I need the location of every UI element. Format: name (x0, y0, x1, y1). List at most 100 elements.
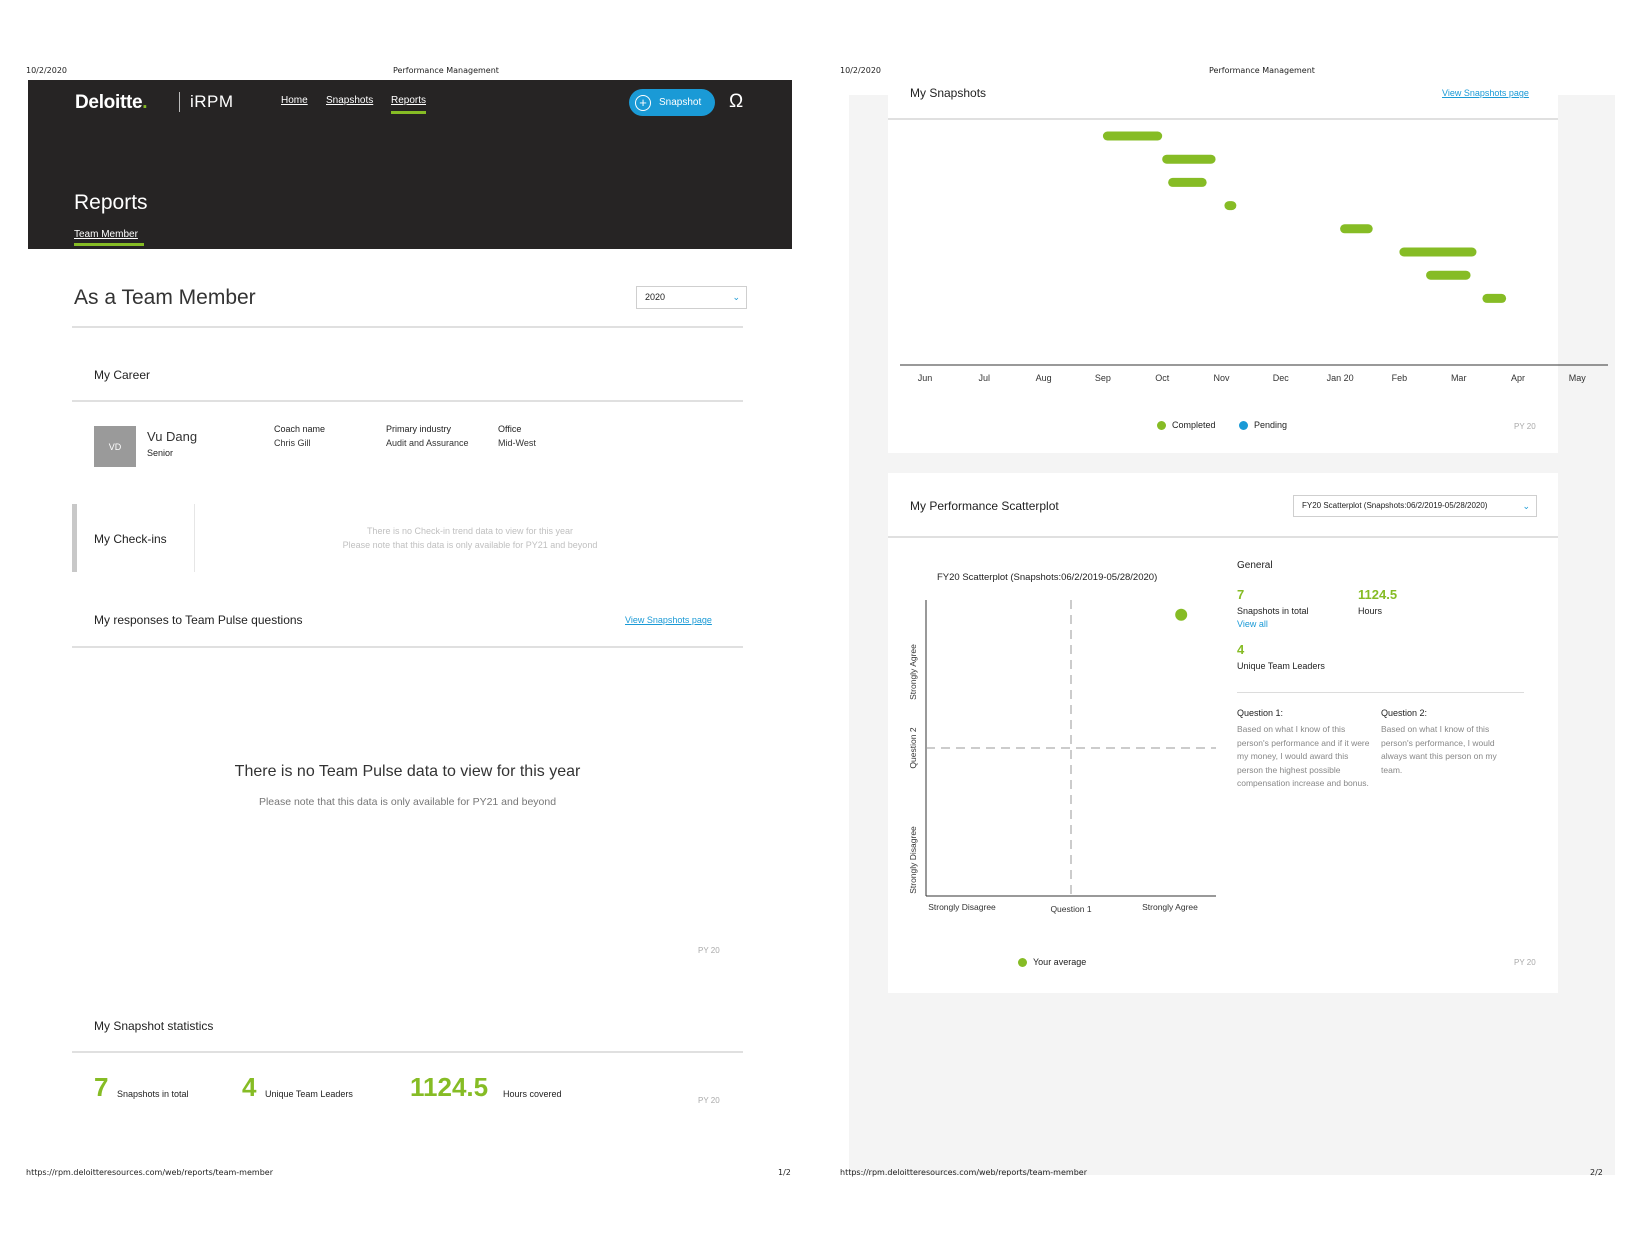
tab-team-member[interactable]: Team Member (74, 229, 138, 240)
month-tick-label: Mar (1451, 373, 1467, 383)
month-tick-label: Aug (1036, 373, 1052, 383)
completed-dot-icon (1157, 420, 1166, 430)
month-tick-label: Jun (918, 373, 933, 383)
pending-dot-icon (1239, 420, 1248, 430)
legend-pending-label: Pending (1254, 420, 1288, 430)
legend-your-average-label: Your average (1033, 957, 1087, 967)
question-2-title: Question 2: (1381, 708, 1428, 718)
employee-level: Senior (147, 448, 174, 458)
pulse-empty-note: Please note that this data is only avail… (258, 796, 557, 808)
stat-leaders-value: 4 (242, 1072, 257, 1102)
snapshot-bar (1482, 293, 1507, 303)
general-snapshots-value: 7 (1237, 587, 1245, 602)
coach-label: Coach name (274, 424, 326, 434)
view-all-link[interactable]: View all (1237, 619, 1268, 629)
avatar: VD (94, 426, 136, 467)
question-2-text: Based on what I know of this person's pe… (1381, 724, 1497, 775)
app-name: iRPM (190, 92, 234, 111)
chevron-down-icon: ⌄ (1522, 501, 1530, 511)
divider (72, 1051, 743, 1053)
x-tick-label: Strongly Agree (1142, 902, 1198, 912)
snapshot-bar (1426, 270, 1471, 280)
snapshots-title: My Snapshots (910, 86, 987, 100)
checkins-title: My Check-ins (94, 532, 167, 546)
scatter-chart: Strongly Agree Question 2 Strongly Disagre… (908, 600, 1216, 914)
scatterplot-select[interactable]: FY20 Scatterplot (Snapshots:06/2/2019-05… (1293, 495, 1537, 517)
snapshot-bar (1168, 177, 1207, 187)
month-tick-label: Jan 20 (1327, 373, 1354, 383)
print-date: 10/2/2020 (26, 66, 68, 75)
page-title: Reports (74, 191, 148, 214)
general-hours-label: Hours (1358, 606, 1383, 616)
user-icon[interactable]: Ω (729, 91, 744, 112)
deloitte-logo[interactable]: Deloitte. (75, 92, 148, 113)
pulse-empty-title: There is no Team Pulse data to view for … (234, 763, 581, 780)
x-tick-label: Strongly Disagree (928, 902, 996, 912)
y-tick-label: Strongly Agree (908, 644, 918, 700)
view-snapshots-link[interactable]: View Snapshots page (1442, 88, 1529, 98)
nav-snapshots[interactable]: Snapshots (326, 95, 374, 106)
checkins-accent (72, 504, 77, 572)
print-date: 10/2/2020 (840, 66, 882, 75)
snapshots-year-tag: PY 20 (1514, 422, 1536, 431)
stat-hours-value: 1124.5 (410, 1072, 489, 1102)
snapshot-bar (1162, 154, 1216, 164)
stat-leaders-label: Unique Team Leaders (265, 1089, 353, 1099)
tab-active-indicator (74, 243, 144, 246)
month-tick-label: Sep (1095, 373, 1111, 383)
general-title: General (1237, 560, 1273, 571)
pulse-title: My responses to Team Pulse questions (94, 613, 303, 627)
print-title: Performance Management (393, 66, 499, 75)
snapshot-button-label: Snapshot (659, 97, 702, 108)
scatter-year-tag: PY 20 (1514, 958, 1536, 967)
legend-completed-label: Completed (1172, 420, 1216, 430)
divider (72, 400, 743, 402)
month-tick-label: Feb (1392, 373, 1408, 383)
print-title: Performance Management (1209, 66, 1315, 75)
stat-snapshots-label: Snapshots in total (117, 1089, 189, 1099)
year-select[interactable]: 2020 ⌄ (636, 286, 747, 309)
plus-icon: + (635, 94, 651, 111)
industry-label: Primary industry (386, 424, 452, 434)
scatter-card (888, 473, 1558, 993)
new-snapshot-button[interactable]: + Snapshot (629, 89, 715, 116)
print-page-number: 2/2 (1590, 1168, 1603, 1177)
view-snapshots-link[interactable]: View Snapshots page (625, 615, 712, 625)
divider (1237, 692, 1524, 693)
coach-value: Chris Gill (274, 438, 311, 448)
snapshots-card (888, 80, 1558, 453)
snapshot-bar (1340, 224, 1373, 234)
chevron-down-icon: ⌄ (732, 292, 740, 302)
stats-title: My Snapshot statistics (94, 1019, 214, 1033)
year-select-value: 2020 (645, 292, 666, 302)
nav-home[interactable]: Home (281, 95, 308, 106)
pulse-year-tag: PY 20 (698, 946, 720, 955)
scatter-title: My Performance Scatterplot (910, 499, 1059, 513)
employee-name: Vu Dang (147, 429, 198, 444)
industry-value: Audit and Assurance (386, 438, 469, 448)
question-1-text: Based on what I know of this person's pe… (1237, 724, 1370, 788)
career-title: My Career (94, 368, 151, 382)
print-url: https://rpm.deloitteresources.com/web/re… (840, 1168, 1087, 1177)
checkins-empty-note: Please note that this data is only avail… (342, 540, 598, 550)
legend-pending: Pending (1239, 420, 1287, 430)
legend-completed: Completed (1157, 420, 1216, 430)
divider (72, 646, 743, 648)
month-tick-label: Dec (1273, 373, 1290, 383)
snapshot-bar (1224, 201, 1237, 211)
stat-snapshots-value: 7 (94, 1072, 109, 1102)
checkins-divider (194, 504, 195, 572)
month-tick-label: Jul (979, 373, 991, 383)
x-axis-label: Question 1 (1050, 904, 1091, 914)
legend-your-average: Your average (1018, 957, 1086, 967)
question-1-title: Question 1: (1237, 708, 1284, 718)
nav-reports[interactable]: Reports (391, 95, 427, 114)
month-tick-label: May (1569, 373, 1587, 383)
average-dot-icon (1018, 957, 1027, 967)
month-tick-label: Nov (1213, 373, 1230, 383)
stats-year-tag: PY 20 (698, 1096, 720, 1105)
divider (72, 326, 743, 328)
month-tick-label: Apr (1511, 373, 1525, 383)
general-hours-value: 1124.5 (1358, 587, 1398, 602)
general-leaders-value: 4 (1237, 642, 1245, 657)
